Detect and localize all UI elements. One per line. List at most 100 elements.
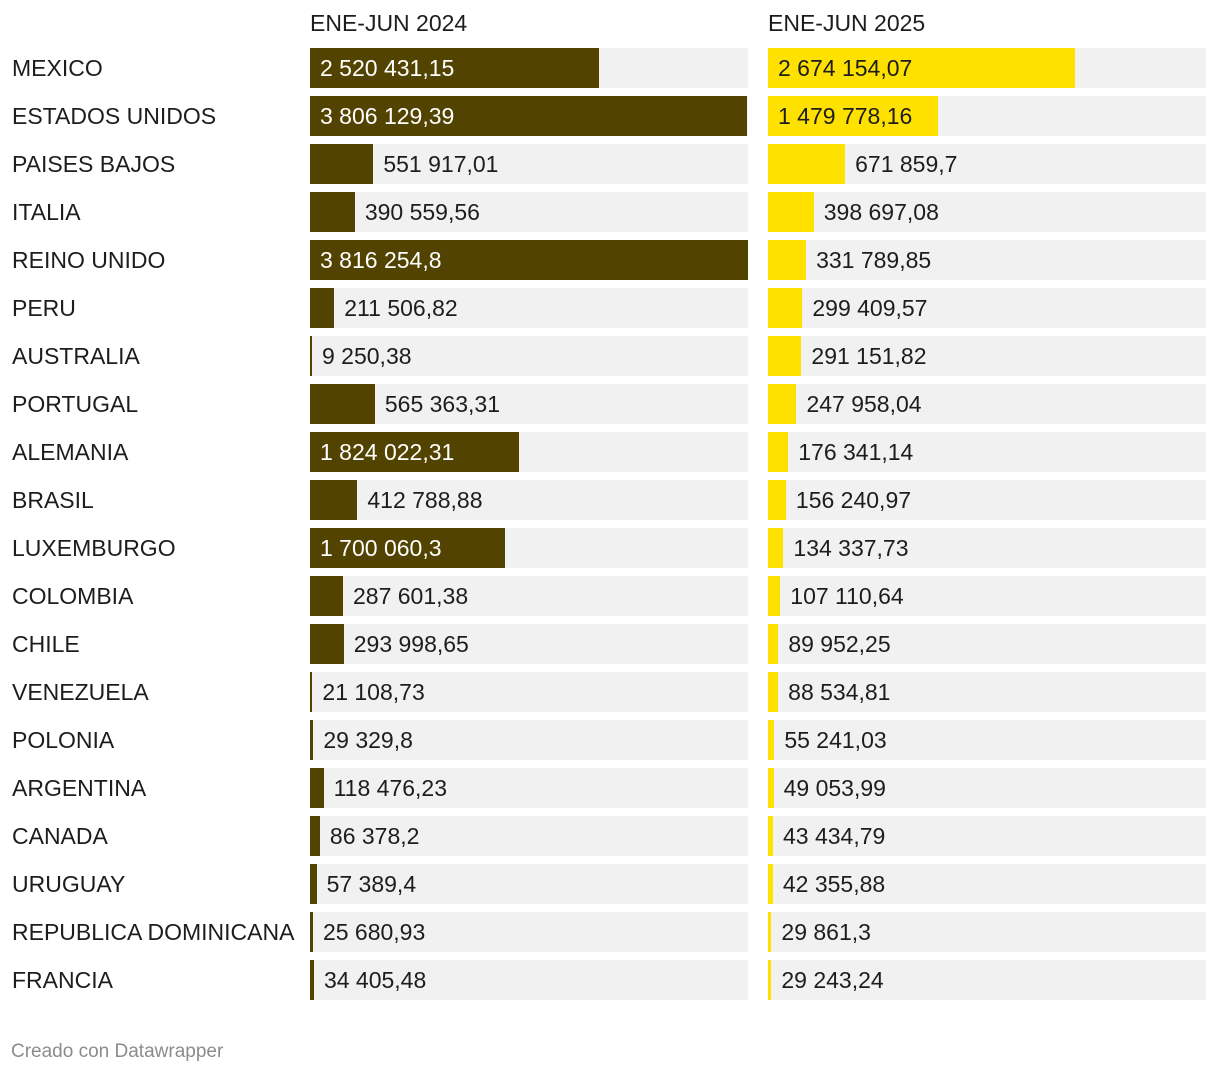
bar bbox=[768, 48, 1075, 88]
value-label: 3 816 254,8 bbox=[320, 247, 442, 273]
bar bbox=[310, 336, 312, 376]
bar-track bbox=[768, 864, 1206, 904]
value-label: 412 788,88 bbox=[367, 487, 483, 513]
bar bbox=[768, 864, 773, 904]
bar-track bbox=[310, 336, 748, 376]
bar bbox=[310, 720, 314, 760]
category-label: POLONIA bbox=[12, 727, 115, 753]
bar bbox=[768, 432, 789, 472]
category-label: PERU bbox=[12, 295, 76, 321]
bar bbox=[310, 144, 374, 184]
value-label: 55 241,03 bbox=[784, 727, 887, 753]
bar-track bbox=[310, 576, 748, 616]
bar bbox=[310, 672, 313, 712]
bar-track bbox=[310, 864, 748, 904]
value-label: 390 559,56 bbox=[364, 199, 480, 225]
value-label: 211 506,82 bbox=[344, 295, 458, 321]
bar bbox=[310, 528, 506, 568]
value-label: 107 110,64 bbox=[790, 583, 904, 609]
bar bbox=[310, 816, 320, 856]
column-header: ENE-JUN 2024 bbox=[310, 10, 468, 36]
bar-track bbox=[768, 576, 1206, 616]
bar-track bbox=[768, 912, 1206, 952]
category-label: REINO UNIDO bbox=[12, 247, 166, 273]
bar-track bbox=[310, 384, 748, 424]
bar bbox=[768, 912, 772, 952]
bar bbox=[310, 960, 314, 1000]
bar-track bbox=[310, 960, 748, 1000]
bar-track bbox=[310, 672, 748, 712]
value-label: 551 917,01 bbox=[383, 151, 499, 177]
value-label: 86 378,2 bbox=[329, 823, 420, 849]
bar-track bbox=[768, 720, 1206, 760]
bar bbox=[768, 288, 803, 328]
category-label: BRASIL bbox=[12, 487, 94, 513]
bar-track bbox=[310, 480, 748, 520]
bar bbox=[768, 624, 779, 664]
value-label: 299 409,57 bbox=[812, 295, 928, 321]
category-label: FRANCIA bbox=[12, 967, 113, 993]
category-label: CHILE bbox=[12, 631, 80, 657]
bar bbox=[768, 480, 786, 520]
value-label: 134 337,73 bbox=[793, 535, 909, 561]
bar bbox=[768, 144, 846, 184]
value-label: 34 405,48 bbox=[323, 967, 427, 993]
category-label: COLOMBIA bbox=[12, 583, 134, 609]
value-label: 88 534,81 bbox=[788, 679, 891, 705]
value-label: 49 053,99 bbox=[783, 775, 886, 801]
value-label: 57 389,4 bbox=[326, 871, 417, 897]
value-label: 43 434,79 bbox=[782, 823, 886, 849]
bar-track bbox=[768, 432, 1206, 472]
category-label: CANADA bbox=[12, 823, 108, 849]
bar bbox=[768, 336, 802, 376]
bar bbox=[310, 96, 747, 136]
value-label: 3 806 129,39 bbox=[320, 103, 455, 129]
bar bbox=[310, 576, 343, 616]
bar bbox=[310, 288, 335, 328]
value-label: 1 824 022,31 bbox=[320, 439, 455, 465]
value-label: 1 700 060,3 bbox=[320, 535, 442, 561]
bar bbox=[310, 480, 358, 520]
value-label: 671 859,7 bbox=[855, 151, 958, 177]
value-label: 176 341,14 bbox=[798, 439, 914, 465]
bar-track bbox=[768, 768, 1206, 808]
value-label: 1 479 778,16 bbox=[778, 103, 913, 129]
bar-track bbox=[768, 816, 1206, 856]
value-label: 398 697,08 bbox=[823, 199, 939, 225]
category-label: ITALIA bbox=[12, 199, 81, 225]
value-label: 42 355,88 bbox=[782, 871, 886, 897]
bar-track bbox=[768, 624, 1206, 664]
footer-credit: Creado con Datawrapper bbox=[11, 1041, 224, 1062]
category-label: URUGUAY bbox=[12, 871, 126, 897]
bar-track bbox=[310, 624, 748, 664]
bar-track bbox=[310, 144, 748, 184]
value-label: 21 108,73 bbox=[322, 679, 425, 705]
category-label: ARGENTINA bbox=[12, 775, 147, 801]
category-label: AUSTRALIA bbox=[12, 343, 140, 369]
category-label: PAISES BAJOS bbox=[12, 151, 176, 177]
bar bbox=[768, 240, 807, 280]
bar bbox=[768, 384, 797, 424]
bar bbox=[768, 528, 784, 568]
bar-track bbox=[310, 192, 748, 232]
bar bbox=[768, 768, 774, 808]
column-header: ENE-JUN 2025 bbox=[768, 10, 926, 36]
bar-track bbox=[768, 288, 1206, 328]
value-label: 29 243,24 bbox=[781, 967, 884, 993]
value-label: 2 520 431,15 bbox=[320, 55, 455, 81]
value-label: 29 861,3 bbox=[781, 919, 871, 945]
bar-track bbox=[768, 240, 1206, 280]
bar-track bbox=[310, 720, 748, 760]
value-label: 89 952,25 bbox=[788, 631, 891, 657]
value-label: 287 601,38 bbox=[353, 583, 469, 609]
bar bbox=[310, 624, 344, 664]
category-label: MEXICO bbox=[12, 55, 103, 81]
bar bbox=[310, 240, 748, 280]
bar bbox=[768, 816, 773, 856]
value-label: 291 151,82 bbox=[811, 343, 927, 369]
bar bbox=[310, 48, 600, 88]
bar bbox=[310, 192, 355, 232]
category-label: ESTADOS UNIDOS bbox=[12, 103, 217, 129]
category-label: PORTUGAL bbox=[12, 391, 139, 417]
